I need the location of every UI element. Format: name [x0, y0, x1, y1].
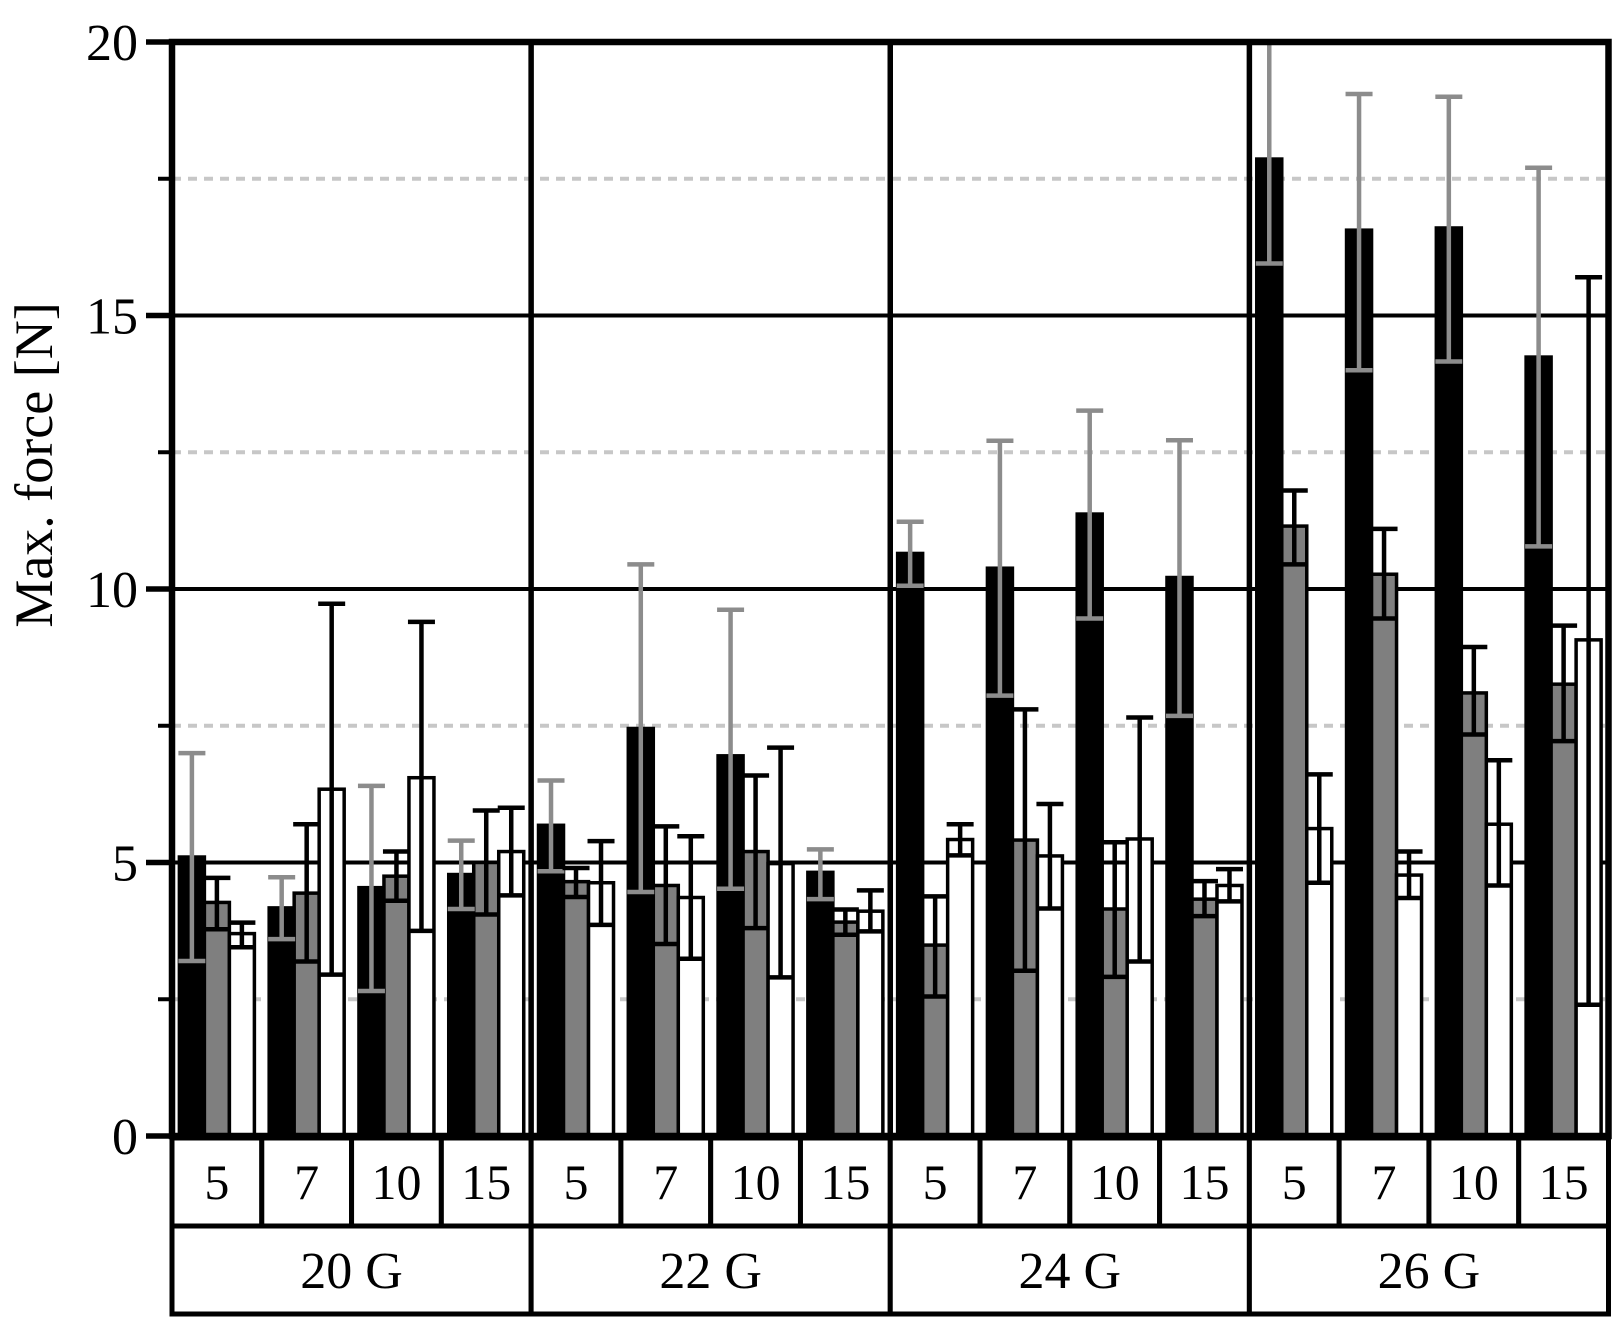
bar-gray-20G-10 — [382, 874, 411, 1138]
bar-gray-22G-15 — [831, 920, 860, 1138]
subgroup-cell — [1067, 1135, 1163, 1229]
subgroup-cell-label: 7 — [653, 1154, 678, 1210]
group-cell — [1246, 1223, 1611, 1317]
subgroup-cell — [1426, 1135, 1522, 1229]
y-tick-label: 15 — [86, 289, 138, 346]
bar-black-26G-10 — [1434, 226, 1464, 1138]
bar-black-24G-5 — [895, 551, 925, 1138]
subgroup-cell-label: 10 — [1090, 1154, 1140, 1210]
bar-black-20G-7 — [267, 906, 296, 1138]
subgroup-cell-label: 5 — [204, 1154, 229, 1210]
subgroup-cell — [1516, 1135, 1611, 1229]
subgroup-cell-label: 15 — [820, 1154, 870, 1210]
bar-gray-26G-7 — [1369, 572, 1399, 1138]
y-tick-label: 20 — [86, 15, 138, 72]
subgroup-cell-label: 7 — [294, 1154, 319, 1210]
subgroup-cell — [708, 1135, 803, 1229]
subgroup-cell — [1246, 1135, 1342, 1229]
bar-gray-24G-15 — [1190, 897, 1219, 1138]
subgroup-cell-label: 5 — [1282, 1154, 1307, 1210]
group-cell-label: 20 G — [300, 1243, 403, 1300]
bar-white-24G-15 — [1215, 883, 1244, 1138]
bar-white-20G-5 — [227, 931, 257, 1138]
subgroup-cell-label: 10 — [371, 1154, 421, 1210]
subgroup-cell-label: 10 — [731, 1154, 781, 1210]
group-cell-label: 22 G — [659, 1243, 762, 1300]
subgroup-cell-label: 15 — [461, 1154, 511, 1210]
bar-gray-26G-10 — [1459, 691, 1489, 1138]
subgroup-cell-label: 5 — [564, 1154, 589, 1210]
bar-gray-20G-5 — [202, 900, 232, 1138]
bar-black-26G-5 — [1255, 157, 1284, 1138]
bar-black-22G-15 — [806, 870, 835, 1138]
y-axis-title: Max. force [N] — [4, 302, 64, 627]
y-tick-label: 0 — [112, 1109, 138, 1166]
bar-black-20G-15 — [446, 872, 476, 1138]
subgroup-cell-label: 7 — [1372, 1154, 1397, 1210]
y-tick-label: 10 — [86, 562, 138, 619]
group-cell-label: 24 G — [1019, 1243, 1122, 1300]
y-tick-label: 5 — [112, 836, 138, 893]
bar-gray-26G-15 — [1549, 682, 1578, 1138]
group-cell-label: 26 G — [1378, 1243, 1481, 1300]
bar-white-24G-5 — [945, 837, 975, 1138]
subgroup-cell-label: 15 — [1179, 1154, 1229, 1210]
bar-gray-22G-5 — [561, 879, 591, 1138]
subgroup-cell-label: 15 — [1539, 1154, 1589, 1210]
subgroup-cell — [797, 1135, 893, 1229]
bar-black-26G-7 — [1344, 228, 1374, 1138]
bar-black-26G-15 — [1524, 355, 1553, 1138]
bar-white-22G-15 — [856, 909, 885, 1138]
bar-white-26G-7 — [1394, 873, 1424, 1138]
bar-gray-26G-5 — [1280, 524, 1309, 1138]
subgroup-cell-label: 10 — [1449, 1154, 1499, 1210]
subgroup-cell-label: 7 — [1012, 1154, 1037, 1210]
subgroup-cell-label: 5 — [923, 1154, 948, 1210]
subgroup-cell — [1336, 1135, 1432, 1229]
